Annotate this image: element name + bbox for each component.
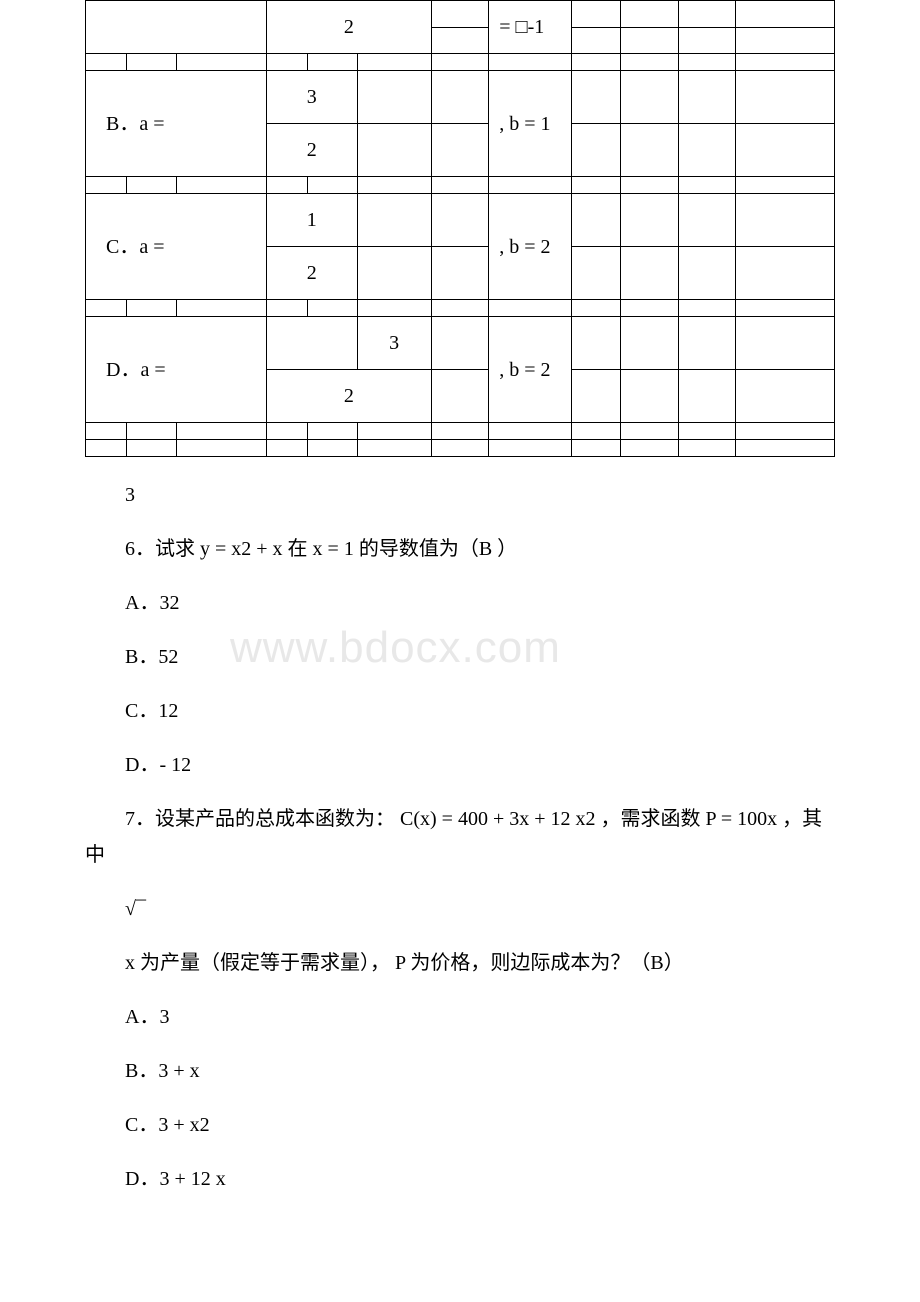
q7-option-a: A．3 [85, 999, 835, 1035]
table-cell: , b = 2 [489, 194, 571, 300]
q6-option-a: A．32 [85, 585, 835, 621]
q6-option-c: C．12 [85, 693, 835, 729]
q7-option-c: C．3 + x2 [85, 1107, 835, 1143]
table-cell: 2 [267, 370, 432, 423]
q6-option-d: D．- 12 [85, 747, 835, 783]
option-label-d: D．a = [86, 317, 267, 423]
table-cell: , b = 1 [489, 71, 571, 177]
table-cell: = □-1 [489, 1, 571, 54]
table-cell: 3 [357, 317, 431, 370]
options-table: 2 = □-1 B．a = 3 [85, 0, 835, 457]
question-7-line2: x 为产量（假定等于需求量）， P 为价格，则边际成本为？（B） [85, 945, 835, 981]
q7-option-b: B．3 + x [85, 1053, 835, 1089]
table-cell: 2 [267, 1, 432, 54]
option-label-b: B．a = [86, 71, 267, 177]
question-7-line1: 7．设某产品的总成本函数为： C(x) = 400 + 3x + 12 x2 ，… [85, 801, 835, 873]
table-cell: 2 [267, 124, 358, 177]
table-cell: 2 [267, 247, 358, 300]
table-cell: 3 [267, 71, 358, 124]
sqrt-symbol: √¯ [85, 891, 835, 927]
question-6: 6．试求 y = x2 + x 在 x = 1 的导数值为（B ） [85, 531, 835, 567]
orphan-value-3: 3 [85, 477, 835, 513]
q7-option-d: D．3 + 12 x [85, 1161, 835, 1197]
q6-option-b: B．52 [85, 639, 835, 675]
option-label-c: C．a = [86, 194, 267, 300]
table-cell: , b = 2 [489, 317, 571, 423]
table-cell: 1 [267, 194, 358, 247]
